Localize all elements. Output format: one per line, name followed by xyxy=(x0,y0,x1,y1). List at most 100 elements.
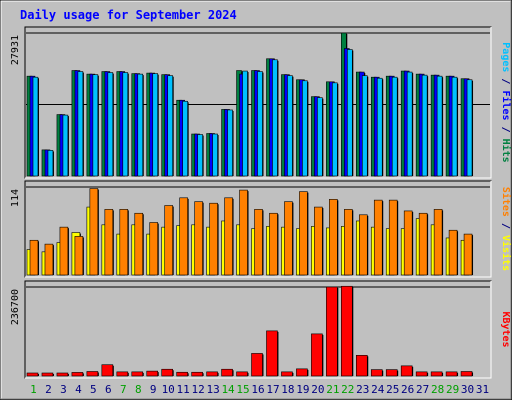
bar-pages-day-29 xyxy=(451,76,458,177)
bar-kbytes-day-11 xyxy=(176,371,188,377)
day-label-17: 17 xyxy=(266,383,279,396)
bar-kbytes-day-10 xyxy=(161,368,173,377)
legend-part: Hits xyxy=(500,139,512,163)
bar-pages-day-9 xyxy=(152,73,159,177)
bar-pages-day-2 xyxy=(47,150,54,177)
bar-pages-day-12 xyxy=(197,134,203,177)
bar-pages-day-5 xyxy=(92,74,99,177)
bar-kbytes-day-1 xyxy=(26,372,39,377)
bar-pages-day-24 xyxy=(376,77,383,177)
bar-sites-day-25 xyxy=(388,199,398,276)
day-label-7: 7 xyxy=(120,383,127,396)
bar-kbytes-day-12 xyxy=(191,371,203,377)
bar-sites-day-24 xyxy=(373,199,383,276)
bar-kbytes-day-7 xyxy=(116,371,129,377)
bar-pages-day-23 xyxy=(361,75,368,177)
bar-pages-day-18 xyxy=(287,75,293,177)
bar-kbytes-day-18 xyxy=(281,371,293,377)
day-label-16: 16 xyxy=(251,383,264,396)
bar-kbytes-day-6 xyxy=(101,364,114,377)
bar-pages-day-26 xyxy=(406,71,413,177)
bar-kbytes-day-26 xyxy=(400,365,413,377)
bar-pages-day-10 xyxy=(167,75,173,177)
bar-kbytes-day-5 xyxy=(86,371,99,377)
day-label-4: 4 xyxy=(75,383,82,396)
bar-pages-day-3 xyxy=(62,114,69,177)
panel-frame-highlight xyxy=(25,27,492,179)
bar-kbytes-day-2 xyxy=(41,372,54,377)
legend-part: KBytes xyxy=(500,311,511,347)
bar-pages-day-21 xyxy=(332,82,338,177)
bar-kbytes-day-29 xyxy=(445,371,458,377)
panel-max-label: 27931 xyxy=(10,35,21,65)
bar-sites-day-29 xyxy=(448,229,458,276)
legend-part: / xyxy=(500,121,511,139)
bar-pages-day-28 xyxy=(436,75,443,177)
panel-axis-legend: KBytes xyxy=(500,311,511,347)
day-label-18: 18 xyxy=(281,383,294,396)
day-label-14: 14 xyxy=(221,383,235,396)
bar-kbytes-day-20 xyxy=(311,333,323,377)
bar-kbytes-day-23 xyxy=(355,355,368,377)
legend-part: Visits xyxy=(500,235,512,271)
bar-sites-day-4 xyxy=(74,236,84,276)
day-label-26: 26 xyxy=(401,383,414,396)
bar-sites-day-27 xyxy=(418,212,428,276)
bar-sites-day-17 xyxy=(269,212,278,276)
bar-pages-day-15 xyxy=(242,70,248,177)
bar-kbytes-day-21 xyxy=(326,286,338,377)
bar-sites-day-7 xyxy=(119,209,129,276)
bar-kbytes-day-19 xyxy=(296,368,308,377)
bar-sites-day-9 xyxy=(149,222,159,276)
bar-sites-day-3 xyxy=(59,226,69,276)
bar-pages-day-30 xyxy=(466,79,473,177)
bar-kbytes-day-30 xyxy=(460,371,473,377)
bar-pages-day-16 xyxy=(257,71,263,177)
bar-pages-day-11 xyxy=(182,100,188,177)
day-label-27: 27 xyxy=(416,383,429,396)
bar-pages-day-7 xyxy=(122,72,129,177)
day-label-25: 25 xyxy=(386,383,399,396)
bar-sites-day-13 xyxy=(209,202,218,276)
bar-pages-day-6 xyxy=(107,72,114,177)
bar-kbytes-day-28 xyxy=(430,371,443,377)
bar-pages-day-19 xyxy=(302,80,308,177)
bar-sites-day-26 xyxy=(403,210,413,276)
day-label-5: 5 xyxy=(90,383,97,396)
day-label-22: 22 xyxy=(341,383,354,396)
bar-kbytes-day-3 xyxy=(56,372,69,377)
day-label-24: 24 xyxy=(371,383,385,396)
panel-axis-legend: Pages / Files / Hits xyxy=(500,42,512,162)
bar-kbytes-day-25 xyxy=(385,369,398,377)
bar-sites-day-10 xyxy=(164,205,173,276)
bar-pages-day-17 xyxy=(272,59,278,177)
day-label-2: 2 xyxy=(45,383,52,396)
day-label-19: 19 xyxy=(296,383,309,396)
bar-pages-day-4 xyxy=(77,71,84,177)
day-label-3: 3 xyxy=(60,383,67,396)
legend-part: Files xyxy=(500,90,512,120)
bar-sites-day-19 xyxy=(299,191,308,276)
bar-sites-day-28 xyxy=(433,209,443,276)
panel-axis-legend: Sites / Visits xyxy=(500,187,512,271)
bar-sites-day-20 xyxy=(314,206,323,276)
bar-kbytes-day-14 xyxy=(221,368,233,377)
bar-pages-day-20 xyxy=(317,97,323,177)
bar-kbytes-day-9 xyxy=(146,370,159,377)
day-label-8: 8 xyxy=(135,383,142,396)
day-label-31: 31 xyxy=(476,383,489,396)
bar-sites-day-16 xyxy=(254,209,263,276)
bar-sites-day-18 xyxy=(284,201,293,276)
day-label-12: 12 xyxy=(192,383,205,396)
bar-sites-day-5 xyxy=(89,188,99,276)
bar-sites-day-2 xyxy=(44,243,54,276)
day-label-10: 10 xyxy=(162,383,175,396)
chart-title: Daily usage for September 2024 xyxy=(20,8,237,22)
bar-kbytes-day-22 xyxy=(341,285,353,377)
panels-layer: 27931 Pages / Files / Hits 114 Sites / Visi… xyxy=(10,26,512,379)
day-label-1: 1 xyxy=(30,383,37,396)
legend-part: Pages xyxy=(500,42,511,72)
day-label-13: 13 xyxy=(206,383,219,396)
